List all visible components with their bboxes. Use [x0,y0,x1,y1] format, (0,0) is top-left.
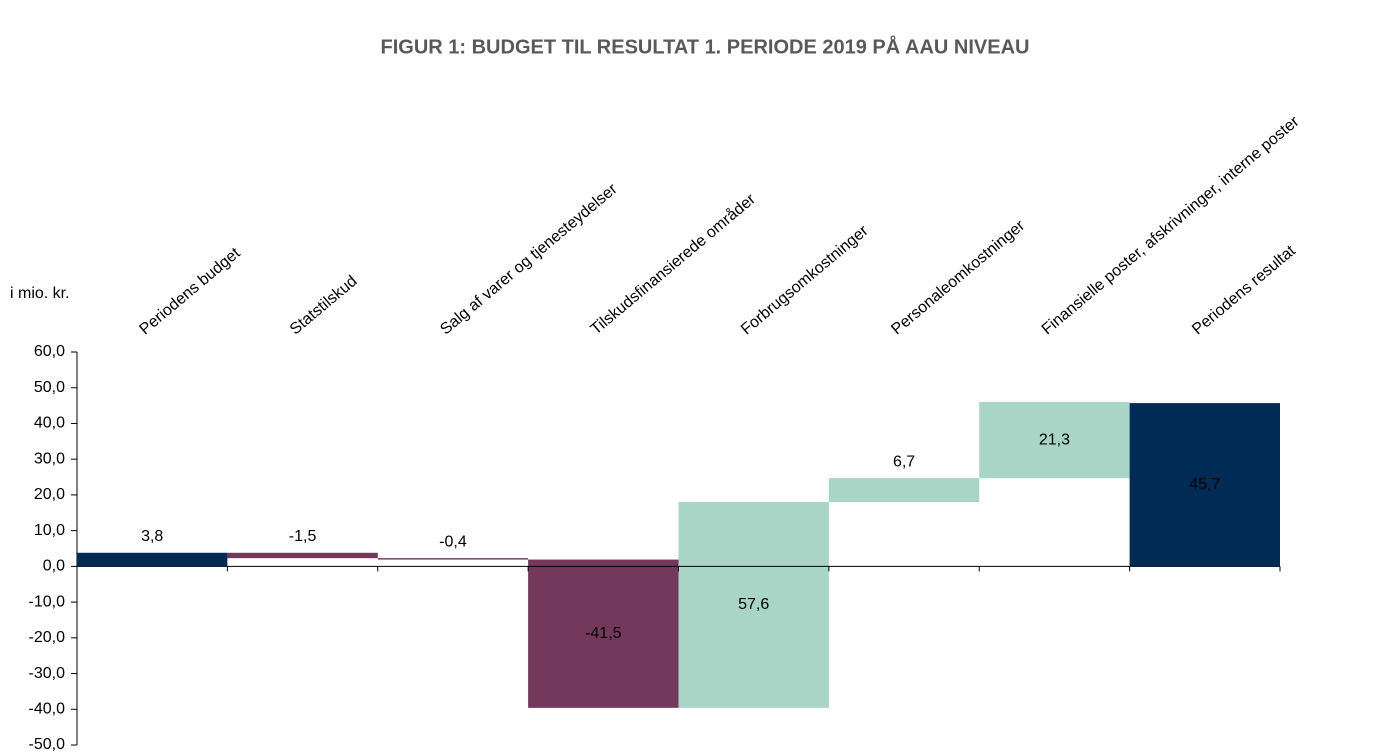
bar [979,402,1130,479]
bar [828,478,980,503]
y-tick-label: 10,0 [34,522,65,539]
data-label: -41,5 [585,625,622,642]
y-tick-label: 50,0 [34,379,65,396]
y-tick-label: -20,0 [29,629,66,646]
data-label: -0,4 [439,533,467,550]
y-tick-label: -50,0 [29,736,66,753]
x-tick-label: Personaleomkostninger [888,217,1028,339]
x-tick-label: Tilskudsfinansierede områder [587,190,759,339]
data-label: 57,6 [738,596,769,613]
x-tick-label: Salg af varer og tjenesteydelser [437,180,621,338]
y-tick-label: -10,0 [29,593,66,610]
data-label: 6,7 [893,453,915,470]
bar [77,552,228,567]
data-label: -1,5 [289,528,317,545]
y-tick-label: 60,0 [34,343,65,360]
y-tick-label: 30,0 [34,450,65,467]
y-axis-label: i mio. kr. [10,285,70,302]
x-tick-label: Forbrugsomkostninger [738,222,872,338]
data-label: 45,7 [1189,476,1220,493]
bar [1129,403,1280,567]
y-tick-label: -30,0 [29,665,66,682]
y-tick-label: -40,0 [29,700,66,717]
y-tick-label: 40,0 [34,415,65,432]
bar [227,552,378,559]
data-label: 3,8 [141,528,163,545]
bar [528,559,679,708]
y-tick-label: 0,0 [43,558,65,575]
data-label: 21,3 [1039,431,1070,448]
x-tick-label: Finansielle poster, afskrivninger, inter… [1039,113,1303,339]
x-tick-label: Statstilskud [287,273,361,339]
x-tick-label: Periodens budget [137,244,244,338]
chart-title: FIGUR 1: BUDGET TIL RESULTAT 1. PERIODE … [381,34,1030,58]
bar [377,558,529,560]
bar [678,502,829,708]
x-tick-label: Periodens resultat [1189,242,1299,338]
y-tick-label: 20,0 [34,486,65,503]
